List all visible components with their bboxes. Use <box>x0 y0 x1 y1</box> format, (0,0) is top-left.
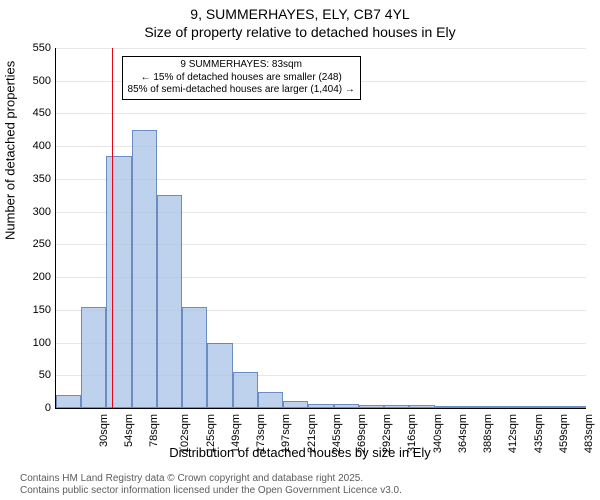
y-tick-label: 50 <box>21 369 51 381</box>
y-tick-label: 250 <box>21 238 51 250</box>
y-tick-label: 350 <box>21 173 51 185</box>
plot-area: 9 SUMMERHAYES: 83sqm← 15% of detached ho… <box>55 48 586 409</box>
annotation-line2: ← 15% of detached houses are smaller (24… <box>128 72 355 85</box>
y-tick-label: 400 <box>21 140 51 152</box>
grid-line <box>56 113 586 114</box>
y-tick-label: 550 <box>21 42 51 54</box>
histogram-bar <box>81 307 106 408</box>
y-axis-label: Number of detached properties <box>3 61 18 240</box>
histogram-bar <box>233 372 258 408</box>
x-axis-label: Distribution of detached houses by size … <box>0 445 600 460</box>
chart-title-line2: Size of property relative to detached ho… <box>0 24 600 40</box>
histogram-bar <box>258 392 283 408</box>
annotation-box: 9 SUMMERHAYES: 83sqm← 15% of detached ho… <box>122 56 361 100</box>
x-tick-label: 78sqm <box>148 414 160 447</box>
footer-line1: Contains HM Land Registry data © Crown c… <box>20 473 363 484</box>
histogram-bar <box>106 156 131 408</box>
y-tick-label: 100 <box>21 337 51 349</box>
grid-line <box>56 48 586 49</box>
histogram-bar <box>157 195 182 408</box>
x-tick-label: 54sqm <box>123 414 135 447</box>
y-tick-label: 450 <box>21 107 51 119</box>
histogram-bar <box>56 395 81 408</box>
annotation-line1: 9 SUMMERHAYES: 83sqm <box>128 59 355 72</box>
x-tick-label: 30sqm <box>98 414 110 447</box>
x-tick-labels: 30sqm54sqm78sqm102sqm125sqm149sqm173sqm1… <box>55 408 585 448</box>
y-tick-label: 150 <box>21 304 51 316</box>
y-tick-label: 300 <box>21 206 51 218</box>
histogram-bar <box>182 307 207 408</box>
histogram-bar <box>132 130 157 408</box>
y-tick-label: 200 <box>21 271 51 283</box>
footer-line2: Contains public sector information licen… <box>20 485 402 496</box>
y-tick-labels: 050100150200250300350400450500550 <box>20 48 55 408</box>
y-tick-label: 0 <box>21 402 51 414</box>
chart-title-line1: 9, SUMMERHAYES, ELY, CB7 4YL <box>0 6 600 22</box>
annotation-line3: 85% of semi-detached houses are larger (… <box>128 84 355 97</box>
chart-container: 9, SUMMERHAYES, ELY, CB7 4YL Size of pro… <box>0 0 600 500</box>
histogram-bar <box>207 343 232 408</box>
y-tick-label: 500 <box>21 75 51 87</box>
reference-line <box>112 48 114 408</box>
